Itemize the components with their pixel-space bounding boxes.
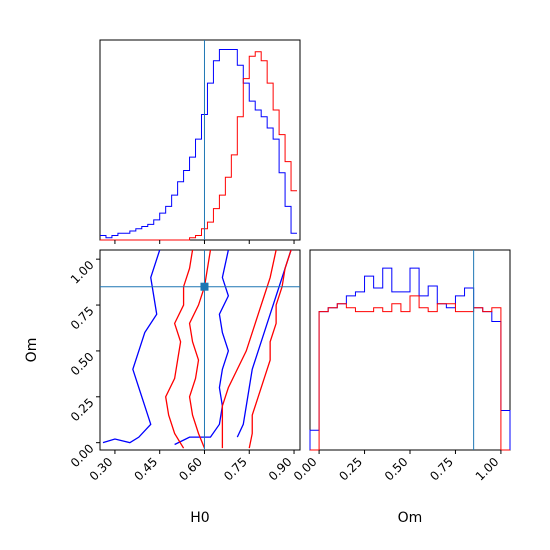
x-tick-label: 0.45: [132, 455, 161, 484]
y-tick-label: 1.00: [68, 258, 97, 287]
x-tick-label: 0.90: [266, 455, 295, 484]
contour-line: [221, 250, 277, 449]
x-tick-label: 0.50: [382, 455, 411, 484]
om-y-axis-label: Om: [24, 338, 40, 363]
h0-axis-label: H0: [190, 510, 209, 526]
x-tick-label: 0.30: [87, 455, 116, 484]
contour-line: [174, 250, 230, 446]
x-tick-label: 0.75: [427, 455, 456, 484]
histogram-series-line: [100, 51, 298, 241]
contour-line: [164, 250, 194, 449]
x-tick-label: 0.60: [176, 455, 205, 484]
y-tick-label: 0.25: [68, 395, 97, 424]
y-tick-label: 0.75: [68, 304, 97, 333]
contour-lines: [102, 250, 292, 449]
y-tick-label: 0.00: [68, 441, 97, 470]
truth-marker: [200, 282, 209, 291]
x-tick-label: 0.75: [221, 455, 250, 484]
contour-line: [188, 250, 212, 449]
contour-line: [236, 250, 292, 438]
contour-line: [102, 250, 161, 444]
x-tick-label: 0.25: [336, 455, 365, 484]
h0-histogram-frame: [99, 39, 301, 241]
om-histogram: 0.00 0.25 0.50 0.75 1.00: [291, 250, 511, 484]
om-axis-label: Om: [398, 510, 423, 526]
histogram-series-line: [100, 49, 298, 239]
h0-om-contour-frame: [99, 249, 301, 451]
y-tick-label: 0.50: [68, 350, 97, 379]
x-tick-label: 0.00: [291, 455, 320, 484]
h0-histogram: [100, 40, 298, 244]
histogram-series-line: [310, 295, 510, 451]
x-tick-label: 1.00: [473, 455, 502, 484]
h0-om-contour: 0.30 0.45 0.60 0.75 0.90 0.00 0.25 0.50 0.75 1.00: [68, 250, 300, 483]
contour-line: [248, 250, 292, 449]
